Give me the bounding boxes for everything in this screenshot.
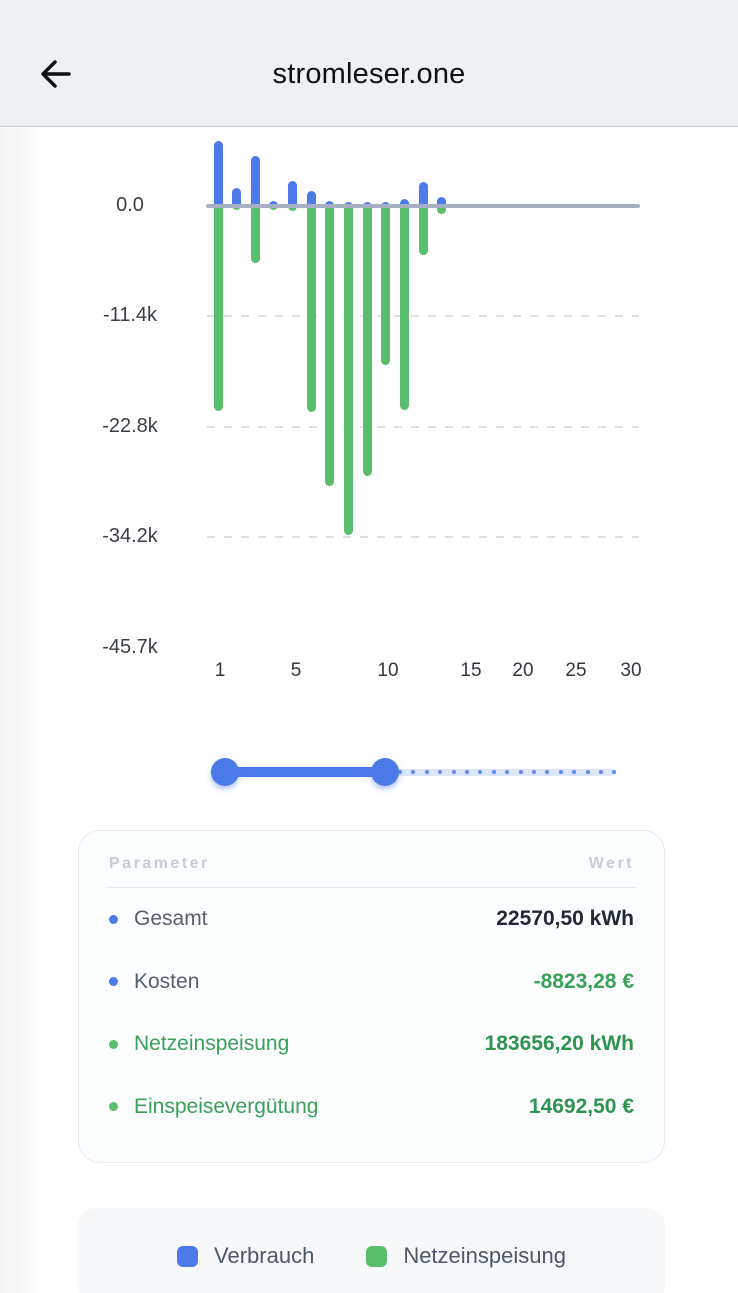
x-axis-tick-label: 10: [377, 660, 399, 681]
bar-verbrauch-day-13[interactable]: [437, 197, 447, 208]
bar-netzeinspeisung-day-11[interactable]: [400, 203, 409, 410]
bar-verbrauch-day-11[interactable]: [400, 198, 409, 208]
gridline--22.8k: [207, 425, 639, 428]
bullet-icon: [109, 914, 118, 924]
legend-item-verbrauch[interactable]: Verbrauch: [177, 1243, 314, 1269]
zero-baseline: [206, 203, 640, 208]
parameter-card: Parameter Wert Gesamt 22570,50 kWh Kosten -…: [78, 830, 665, 1163]
parameter-card-header: Parameter Wert: [79, 831, 664, 887]
slider-track-dot: [599, 770, 603, 774]
slider-track-dot: [612, 770, 617, 774]
bar-netzeinspeisung-day-9[interactable]: [362, 203, 372, 476]
row-value: 183656,20 kWh: [484, 1032, 634, 1056]
slider-track-dot: [411, 770, 416, 774]
x-axis-tick-label: 25: [565, 660, 587, 681]
slider-track-remaining[interactable]: [391, 768, 616, 776]
row-value: -8823,28 €: [533, 969, 634, 993]
x-axis-tick-label: 15: [460, 660, 482, 681]
bar-netzeinspeisung-day-6[interactable]: [306, 203, 316, 412]
bar-verbrauch-day-12[interactable]: [418, 182, 428, 208]
chart-legend: Verbrauch Netzeinspeisung: [78, 1208, 665, 1293]
slider-handle-end[interactable]: [371, 758, 399, 786]
back-button[interactable]: [30, 50, 78, 98]
bar-netzeinspeisung-day-7[interactable]: [325, 203, 335, 486]
slider-track-dot: [585, 770, 590, 774]
table-row-einspeisevergütung: Einspeisevergütung 14692,50 €: [79, 1076, 664, 1139]
table-row-netzeinspeisung: Netzeinspeisung 183656,20 kWh: [79, 1013, 664, 1076]
legend-swatch-icon: [177, 1245, 199, 1267]
bar-netzeinspeisung-day-10[interactable]: [381, 203, 391, 365]
slider-track-dot: [572, 770, 577, 774]
bar-verbrauch-day-2[interactable]: [232, 187, 242, 208]
slider-track-dot: [558, 770, 563, 774]
legend-label: Netzeinspeisung: [403, 1243, 566, 1268]
table-row-kosten: Kosten -8823,28 €: [79, 951, 664, 1014]
slider-handle-start[interactable]: [211, 758, 239, 786]
bar-netzeinspeisung-day-1[interactable]: [213, 203, 223, 411]
table-row-gesamt: Gesamt 22570,50 kWh: [79, 888, 664, 951]
column-header-wert: Wert: [588, 855, 634, 872]
slider-track-dot: [491, 770, 496, 774]
slider-track-dot: [424, 770, 429, 774]
row-value: 22570,50 kWh: [496, 907, 634, 931]
x-axis-tick-label: 30: [620, 660, 642, 681]
y-axis-tick-label: 0.0: [116, 193, 144, 216]
x-axis-tick-label: 20: [512, 660, 534, 681]
slider-track-dot: [518, 770, 523, 774]
bar-verbrauch-day-5[interactable]: [288, 180, 298, 208]
slider-track-dot: [465, 770, 469, 774]
page-title: stromleser.one: [272, 58, 466, 90]
legend-item-netzeinspeisung[interactable]: Netzeinspeisung: [366, 1243, 566, 1269]
slider-track-selected[interactable]: [225, 767, 385, 777]
bullet-icon: [109, 977, 118, 987]
bar-netzeinspeisung-day-8[interactable]: [344, 203, 354, 536]
bar-chart: 0.0 -11.4k -22.8k -34.2k -45.7k 1 5 10 15 20 25 30: [102, 140, 642, 681]
slider-track-dot: [398, 770, 402, 774]
slider-track-dot: [451, 770, 456, 774]
bar-netzeinspeisung-day-13[interactable]: [437, 203, 447, 214]
y-axis-tick-label: -22.8k: [102, 414, 158, 437]
slider-track-dot: [532, 770, 536, 774]
y-axis-tick-label: -34.2k: [102, 525, 158, 547]
header-bar: stromleser.one: [0, 0, 738, 127]
slider-track-dot: [545, 770, 550, 774]
bar-netzeinspeisung-day-3[interactable]: [250, 203, 260, 264]
slider-track-dot: [438, 770, 443, 774]
legend-label: Verbrauch: [214, 1243, 315, 1268]
bar-netzeinspeisung-day-12[interactable]: [418, 203, 428, 256]
column-header-parameter: Parameter: [109, 855, 210, 872]
row-label: Kosten: [134, 969, 200, 993]
bar-verbrauch-day-6[interactable]: [306, 190, 316, 208]
card-divider: [106, 887, 637, 888]
bar-verbrauch-day-3[interactable]: [250, 155, 260, 208]
date-range-slider: [0, 744, 738, 800]
arrow-left-icon: [41, 60, 71, 88]
x-axis-tick-label: 1: [214, 660, 226, 681]
y-axis-tick-label: -45.7k: [102, 635, 158, 658]
slider-track-dot: [505, 770, 510, 774]
gridline--34.2k: [207, 536, 639, 538]
gridline--11.4k: [207, 315, 639, 317]
row-label: Gesamt: [134, 907, 208, 931]
legend-swatch-icon: [366, 1245, 388, 1267]
bullet-icon: [109, 1102, 118, 1112]
bullet-icon: [109, 1039, 118, 1049]
row-label: Einspeisevergütung: [134, 1094, 319, 1118]
row-label: Netzeinspeisung: [134, 1032, 290, 1056]
x-axis-tick-label: 5: [290, 660, 302, 681]
row-value: 14692,50 €: [528, 1094, 634, 1118]
parameter-rows: Gesamt 22570,50 kWh Kosten -8823,28 € Netzei…: [79, 888, 664, 1138]
slider-track-dot: [478, 770, 483, 774]
bar-verbrauch-day-1[interactable]: [213, 140, 223, 208]
y-axis-tick-label: -11.4k: [102, 304, 158, 326]
